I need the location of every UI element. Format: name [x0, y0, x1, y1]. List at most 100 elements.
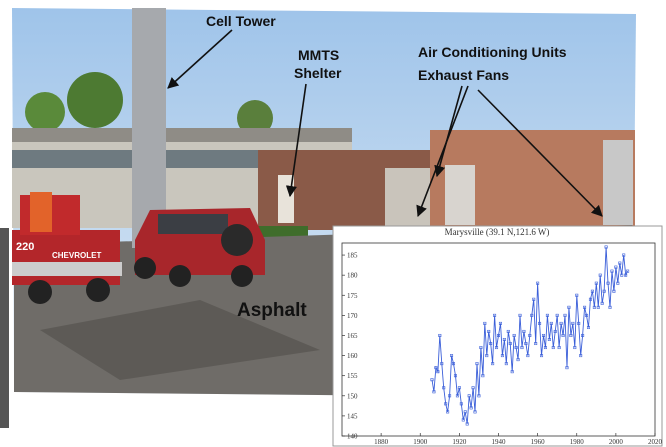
line [431, 246, 629, 424]
point [606, 281, 610, 285]
point [573, 346, 577, 350]
point [514, 346, 518, 350]
point [520, 346, 524, 350]
point [549, 321, 553, 325]
point [444, 402, 448, 406]
point [588, 297, 592, 301]
point [571, 321, 575, 325]
point [510, 370, 514, 374]
point [598, 273, 602, 277]
point [502, 337, 506, 341]
point [547, 337, 551, 341]
point [559, 321, 563, 325]
point [581, 333, 585, 337]
point [622, 253, 626, 257]
x-tick-label: 1920 [452, 438, 467, 446]
y-tick-label: 160 [347, 352, 358, 360]
point [541, 333, 545, 337]
point [440, 362, 444, 366]
point [487, 329, 491, 333]
point [516, 358, 520, 362]
point [577, 321, 581, 325]
point [479, 346, 483, 350]
annotation: Air Conditioning Units [418, 44, 567, 60]
point [481, 374, 485, 378]
point [614, 265, 618, 269]
point [583, 305, 587, 309]
y-tick-label: 140 [347, 433, 358, 441]
point [485, 354, 489, 358]
point [551, 346, 555, 350]
point [536, 281, 540, 285]
annotation: Asphalt [237, 300, 307, 321]
x-tick-label: 1960 [531, 438, 546, 446]
point [565, 366, 569, 370]
point [563, 313, 567, 317]
point [534, 342, 538, 346]
point [612, 289, 616, 293]
point [543, 346, 547, 350]
point [540, 354, 544, 358]
point [477, 394, 481, 398]
point [452, 362, 456, 366]
point [604, 245, 608, 249]
point [434, 366, 438, 370]
point [495, 346, 499, 350]
truck-text: CHEVROLET [52, 251, 101, 260]
point [438, 333, 442, 337]
point [518, 313, 522, 317]
point [594, 281, 598, 285]
point [567, 305, 571, 309]
point [453, 374, 457, 378]
point [526, 354, 530, 358]
point [626, 269, 630, 273]
point [555, 313, 559, 317]
point [463, 410, 467, 414]
x-tick-label: 2000 [609, 438, 624, 446]
y-tick-label: 185 [347, 252, 358, 260]
point [475, 362, 479, 366]
point [467, 394, 471, 398]
point [592, 305, 596, 309]
point [608, 305, 612, 309]
annotation: Shelter [294, 65, 342, 81]
y-tick-label: 150 [347, 392, 358, 400]
point [618, 261, 622, 265]
chart-title: Marysville (39.1 N,121.6 W) [445, 227, 550, 237]
point [459, 402, 463, 406]
point [590, 289, 594, 293]
arrows [167, 29, 603, 218]
point [457, 386, 461, 390]
point [569, 333, 573, 337]
point [557, 346, 561, 350]
y-tick-label: 175 [347, 292, 358, 300]
point [442, 386, 446, 390]
point [455, 394, 459, 398]
point [610, 269, 614, 273]
point [553, 329, 557, 333]
x-tick-label: 2020 [648, 438, 663, 446]
x-tick-label: 1900 [413, 438, 428, 446]
point [586, 325, 590, 329]
y-tick-label: 170 [347, 312, 358, 320]
point [538, 321, 542, 325]
point [524, 342, 528, 346]
point [506, 329, 510, 333]
point [522, 329, 526, 333]
point [446, 410, 450, 414]
x-tick-label: 1880 [374, 438, 389, 446]
point [575, 293, 579, 297]
annotation: Exhaust Fans [418, 67, 509, 83]
point [600, 301, 604, 305]
point [585, 313, 589, 317]
point [436, 370, 440, 374]
point [545, 313, 549, 317]
point [512, 333, 516, 337]
point [461, 418, 465, 422]
point [532, 297, 536, 301]
annotation: MMTS [298, 47, 339, 63]
x-tick-label: 1980 [570, 438, 585, 446]
point [620, 273, 624, 277]
point [602, 289, 606, 293]
point [493, 313, 497, 317]
